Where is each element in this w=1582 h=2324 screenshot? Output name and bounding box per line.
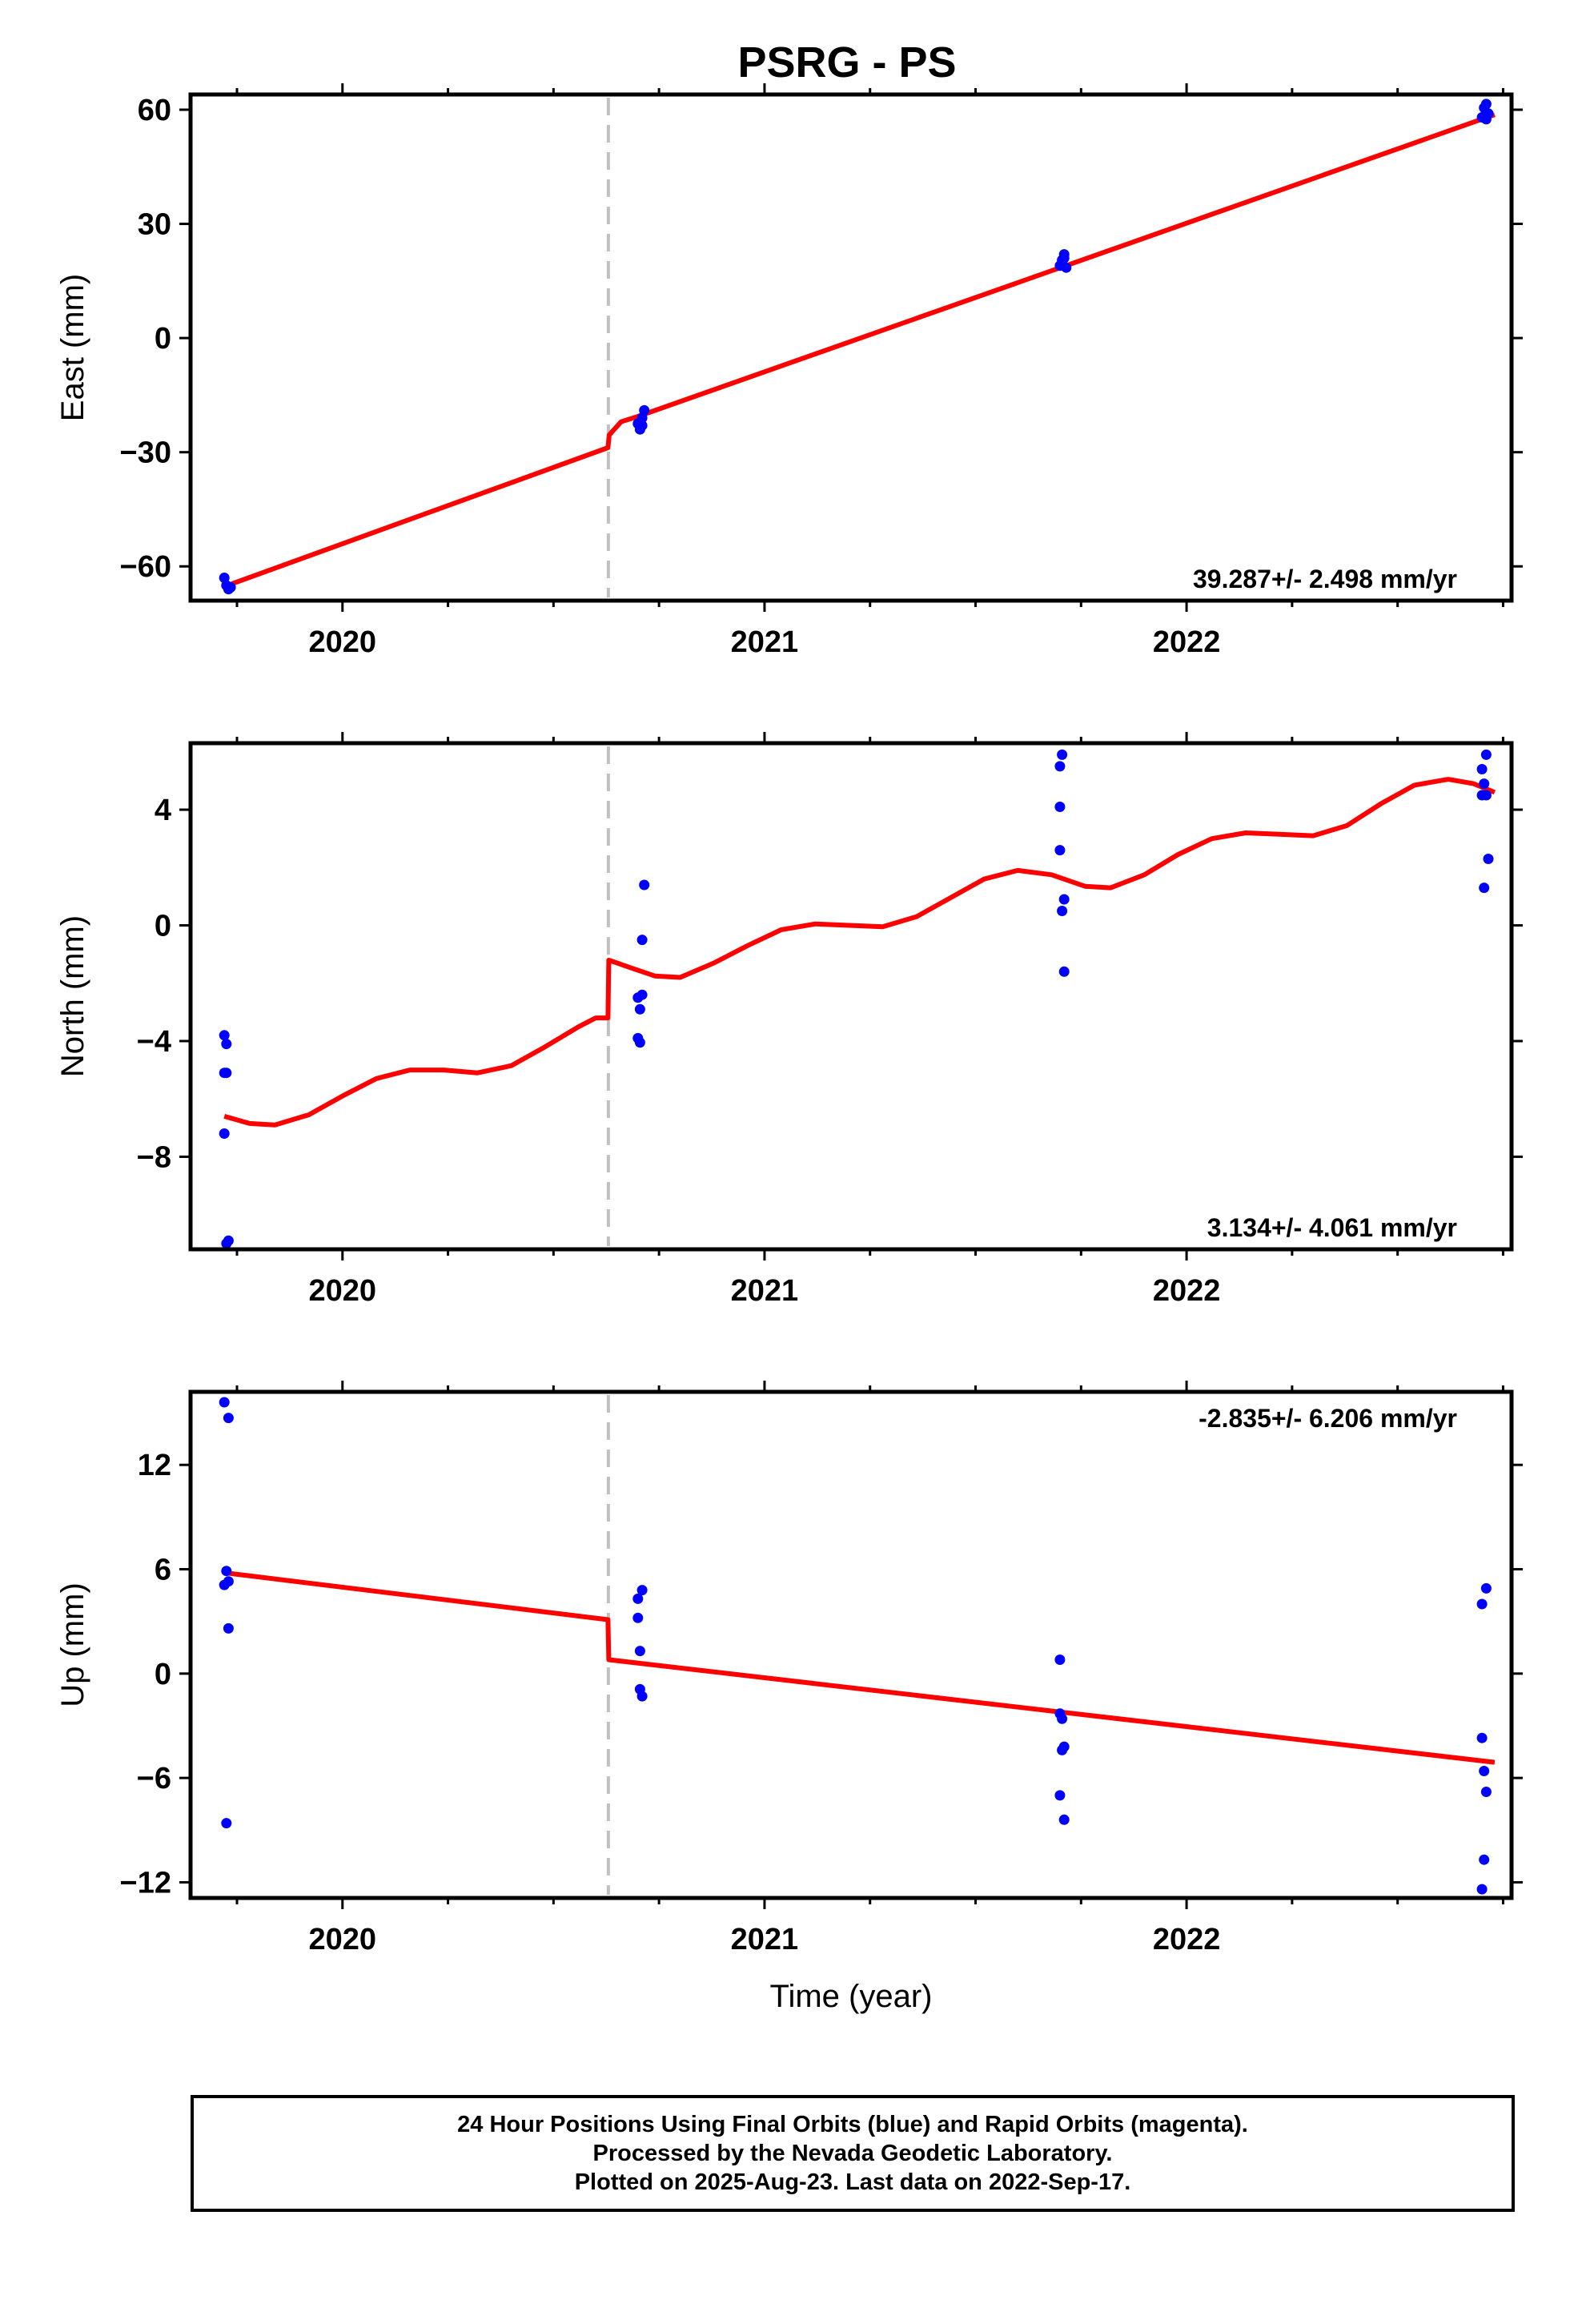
up-data-point [1057,1744,1068,1755]
up-xtick-label: 2022 [1153,1923,1221,1956]
footer-line-3: Plotted on 2025-Aug-23. Last data on 202… [574,2169,1131,2195]
up-ytick-label: 0 [155,1658,171,1691]
east-panel: −60 −30 0 30 60 2020 2021 2022 East (mm) 39.287+/… [55,83,1523,659]
north-data-point [634,1003,645,1015]
north-data-point [636,935,648,946]
up-data-point [1476,1732,1488,1743]
east-data-point [1480,114,1492,125]
chart-title: PSRG - PS [737,38,956,86]
north-data-point [1058,966,1070,977]
up-xtick-label: 2020 [309,1923,377,1956]
up-ytick-label: −6 [137,1762,171,1795]
up-data-point [223,1622,234,1634]
north-panel: −8 −4 0 4 2020 2021 2022 North (mm) 3.134+/- 4.0… [55,732,1523,1308]
north-data-point [634,1037,645,1048]
north-ytick-label: −8 [137,1140,171,1174]
east-ytick-label: −30 [120,436,171,470]
up-data-point [1054,1655,1066,1665]
north-data-point [1479,778,1490,790]
east-xtick-label: 2022 [1153,625,1221,659]
footer-note-box: 24 Hour Positions Using Final Orbits (bl… [191,2095,1515,2212]
north-data-point [1480,749,1492,760]
up-rate-label: -2.835+/- 6.206 mm/yr [1199,1404,1457,1433]
up-data-point [1479,1854,1490,1865]
north-data-point [639,879,650,891]
north-data-point [1058,894,1070,905]
east-ylabel: East (mm) [55,274,90,421]
north-data-point [219,1030,230,1041]
north-rate-label: 3.134+/- 4.061 mm/yr [1207,1213,1457,1242]
north-data-point [219,1128,230,1139]
north-data-point [1054,802,1066,812]
east-ytick-label: 0 [155,322,171,356]
up-data-point [1480,1582,1492,1594]
east-xtick-label: 2021 [731,625,799,659]
north-data-point [1054,761,1066,772]
east-data-point [639,404,650,416]
north-data-point [1479,883,1490,894]
north-data-point [221,1238,232,1249]
up-data-point [1058,1814,1070,1825]
up-data-point [221,1566,232,1577]
up-data-point [1476,1598,1488,1610]
north-ytick-label: 0 [155,910,171,943]
east-ytick-label: 60 [138,94,171,127]
up-data-point [1054,1790,1066,1801]
north-data-point [1054,845,1066,856]
east-data-point [1061,262,1072,273]
north-ylabel: North (mm) [55,915,90,1077]
north-data-point [1483,854,1494,864]
up-ytick-label: −12 [120,1866,171,1900]
up-data-point [219,1397,230,1408]
north-xtick-label: 2022 [1153,1274,1221,1308]
up-data-point [636,1691,648,1702]
east-model-line [223,112,1496,589]
north-data-point [1480,790,1492,801]
north-ytick-label: 4 [155,794,171,827]
east-xtick-label: 2020 [309,625,377,659]
north-model-line [223,777,1496,1128]
footer-line-1: 24 Hour Positions Using Final Orbits (bl… [457,2112,1248,2137]
north-xtick-label: 2021 [731,1274,799,1308]
up-data-point [1480,1787,1492,1797]
east-rate-label: 39.287+/- 2.498 mm/yr [1193,565,1457,593]
north-data-point [1057,749,1068,760]
footer-line-2: Processed by the Nevada Geodetic Laborat… [592,2141,1113,2166]
up-data-point [223,1576,234,1587]
up-data-point [636,1585,648,1596]
up-data-point [221,1818,232,1829]
east-data-point [225,581,236,593]
north-data-point [221,1039,232,1050]
up-data-point [1476,1884,1488,1895]
up-ytick-label: 12 [138,1449,171,1482]
up-data-point [1479,1766,1490,1776]
up-data-point [632,1593,644,1604]
up-data-point [632,1612,644,1623]
north-data-point [636,989,648,1000]
north-data-point [221,1068,232,1079]
up-data-point [1057,1713,1068,1724]
east-data-point [1058,252,1070,263]
up-data-point [223,1413,234,1424]
east-ytick-label: 30 [138,208,171,242]
north-ytick-label: −4 [137,1025,171,1059]
up-panel: −12 −6 0 6 12 2020 2021 2022 Up (mm) Time (year) -… [55,1381,1523,2014]
north-xtick-label: 2020 [309,1274,377,1308]
up-model-line [223,1570,1496,1765]
north-data-point [1476,764,1488,774]
east-ytick-label: −60 [120,550,171,584]
up-xlabel: Time (year) [770,1979,933,2014]
up-data-point [634,1646,645,1657]
up-xtick-label: 2021 [731,1923,799,1956]
up-ytick-label: 6 [155,1554,171,1587]
north-data-point [1057,906,1068,916]
east-data-point [636,420,648,431]
north-plot-frame [188,741,1514,1252]
east-plot-frame [188,92,1514,603]
up-ylabel: Up (mm) [55,1582,90,1707]
up-plot-frame [188,1389,1514,1900]
east-data-point [1480,99,1492,110]
